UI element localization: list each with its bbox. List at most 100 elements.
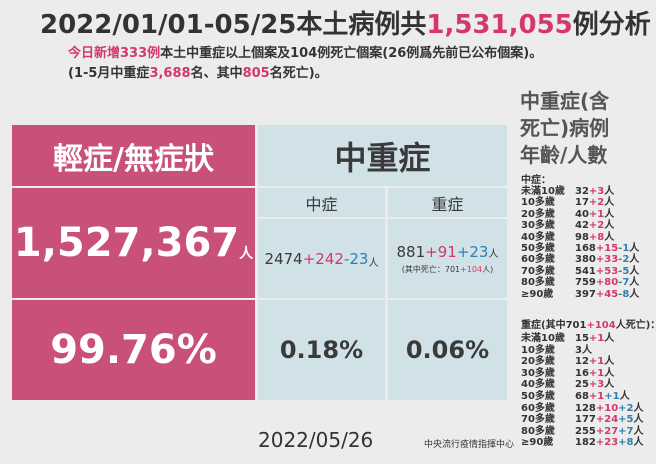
moderate-percent: 0.18% [258, 300, 385, 400]
count: 40 [575, 208, 589, 220]
age: ≥90歲 [521, 288, 554, 300]
age-row: 30多歲 42+2人 [521, 216, 614, 231]
age: 60多歲 [521, 402, 555, 414]
text: 人 [239, 246, 254, 262]
age: 30多歲 [521, 367, 555, 379]
text: 1,527,367 [13, 220, 240, 266]
age-row: 80多歲 255+27+7人 [521, 422, 644, 437]
count: 397 [575, 288, 596, 300]
unit: 人 [604, 367, 615, 379]
age: 50多歲 [521, 243, 555, 254]
unit: 人 [633, 425, 644, 437]
unit: 人 [633, 437, 644, 449]
added: +2 [588, 220, 605, 232]
age-row: 50多歲 168+15-1人 [521, 239, 639, 254]
age-row: 70多歲 177+24+5人 [521, 410, 644, 425]
added: +1 [588, 391, 605, 402]
count: 541 [575, 265, 596, 277]
count: 168 [575, 243, 596, 254]
text: -23 [343, 249, 369, 268]
age: 30多歲 [521, 220, 555, 232]
age-row: 未滿10歲 32+3人 [521, 182, 614, 197]
count: 17 [575, 197, 589, 209]
added: +1 [588, 356, 605, 368]
added: +53 [595, 265, 619, 277]
text: 人死亡)： [615, 320, 656, 331]
line2: (1-5月中重症3,688名、其中805名死亡)。 [68, 62, 328, 81]
text: 今日新增333例 [68, 46, 161, 61]
unit: 人 [604, 231, 615, 243]
age-row: 80多歲 759+80-7人 [521, 273, 639, 288]
text: 2474 [264, 249, 303, 268]
unit: 人 [604, 220, 615, 232]
text: +23 [456, 242, 489, 261]
unit: 人 [629, 277, 640, 289]
added: +80 [595, 277, 619, 289]
unit: 人 [633, 414, 644, 426]
age: 70多歲 [521, 265, 555, 277]
text: 本土中重症以上個案及104例死亡個案(26例爲先前已公布個案)。 [160, 46, 543, 61]
added: +3 [588, 186, 605, 197]
moderate-count: 2474 +242 -23 人 [258, 219, 385, 298]
age: 40多歲 [521, 231, 555, 243]
text: 中重症(含 [520, 89, 610, 113]
age-row: ≥90歲 397+45-8人 [521, 285, 639, 300]
change: +2 [618, 402, 634, 414]
unit: 人 [629, 265, 640, 277]
count: 12 [575, 356, 589, 368]
count: 32 [575, 186, 589, 197]
change: -7 [618, 277, 630, 289]
count: 25 [575, 379, 589, 391]
added: +15 [595, 243, 619, 254]
unit: 人 [619, 391, 630, 402]
severe-header: 重症 [388, 188, 507, 217]
added: +1 [588, 333, 605, 344]
count: 15 [575, 333, 589, 344]
text: 年齡/人數 [520, 143, 608, 167]
age: 60多歲 [521, 254, 555, 266]
added: +3 [588, 379, 605, 391]
age-row: 30多歲 16+1人 [521, 364, 614, 379]
count: 68 [575, 391, 589, 402]
text: 中症 [305, 194, 338, 214]
moderate-label: 中症： [521, 175, 551, 186]
age-row: 60多歲 380+33-2人 [521, 250, 639, 265]
text: 輕症/無症狀 [53, 141, 214, 177]
text: 死亡)病例 [520, 116, 610, 140]
unit: 人 [581, 344, 592, 356]
added: +1 [588, 208, 605, 220]
age: 未滿10歲 [521, 333, 565, 344]
age-row: 未滿10歲 15+1人 [521, 329, 614, 344]
text: 人) [482, 264, 494, 274]
title-text: 例分析 [572, 10, 651, 40]
age-row: 40多歲 25+3人 [521, 375, 614, 390]
unit: 人 [604, 333, 615, 344]
text: +91 [425, 242, 457, 261]
change: -8 [618, 288, 630, 300]
age: 10多歲 [521, 344, 555, 356]
mild-count: 1,527,367 人 [12, 188, 255, 298]
unit: 人 [604, 186, 615, 197]
text: 805 [242, 66, 270, 81]
mild-percent: 99.76% [12, 300, 255, 400]
age: 10多歲 [521, 197, 555, 209]
unit: 人 [633, 402, 644, 414]
text: 名、其中 [190, 66, 243, 81]
added: +24 [595, 414, 619, 426]
age-row: 70多歲 541+53-5人 [521, 262, 639, 277]
age-row: 60多歲 128+10+2人 [521, 399, 644, 414]
added: +23 [595, 437, 619, 449]
added: +10 [595, 402, 619, 414]
text: (其中死亡：701 [401, 264, 461, 274]
text: 99.76% [50, 327, 217, 373]
age: 未滿10歲 [521, 186, 565, 197]
text: 重症 [431, 194, 464, 214]
unit: 人 [604, 208, 615, 220]
title: 2022/01/01-05/25本土病例共1,531,055例分析 [40, 4, 651, 41]
unit: 人 [629, 288, 640, 300]
age-row: 20多歲 12+1人 [521, 352, 614, 367]
count: 98 [575, 231, 589, 243]
count: 177 [575, 414, 596, 426]
count: 128 [575, 402, 596, 414]
count: 3 [575, 344, 582, 356]
